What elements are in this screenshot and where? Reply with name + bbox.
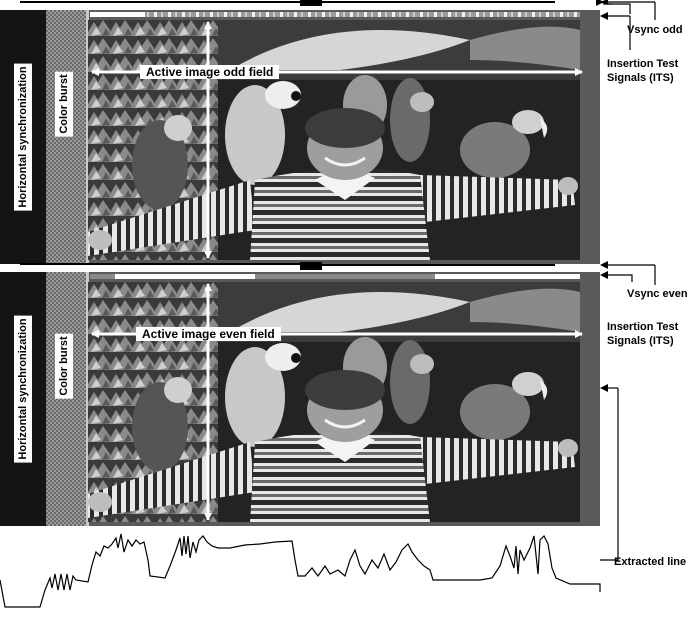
- arrow-left-icon: [600, 0, 608, 392]
- odd-field: [0, 0, 600, 264]
- burst-label-odd: Color burst: [55, 71, 73, 137]
- its-label-odd-1: Insertion Test: [607, 58, 679, 70]
- extracted-line-label: Extracted line: [614, 556, 687, 568]
- vsync-even-label: Vsync even: [627, 288, 688, 300]
- its-label-even-1: Insertion Test: [607, 321, 679, 333]
- active-label-even: Active image even field: [136, 327, 281, 341]
- extracted-line-waveform: [0, 533, 601, 608]
- even-field: [0, 262, 600, 526]
- hsync-label-odd: Horizontal synchronization: [14, 63, 32, 211]
- vsync-odd-label: Vsync odd: [627, 24, 683, 36]
- callout-pointers: [600, 2, 656, 561]
- its-label-odd-2: Signals (ITS): [607, 72, 674, 84]
- its-label-even-2: Signals (ITS): [607, 335, 674, 347]
- active-label-odd: Active image odd field: [140, 65, 280, 79]
- hsync-label-even: Horizontal synchronization: [14, 315, 32, 463]
- burst-label-even: Color burst: [55, 333, 73, 399]
